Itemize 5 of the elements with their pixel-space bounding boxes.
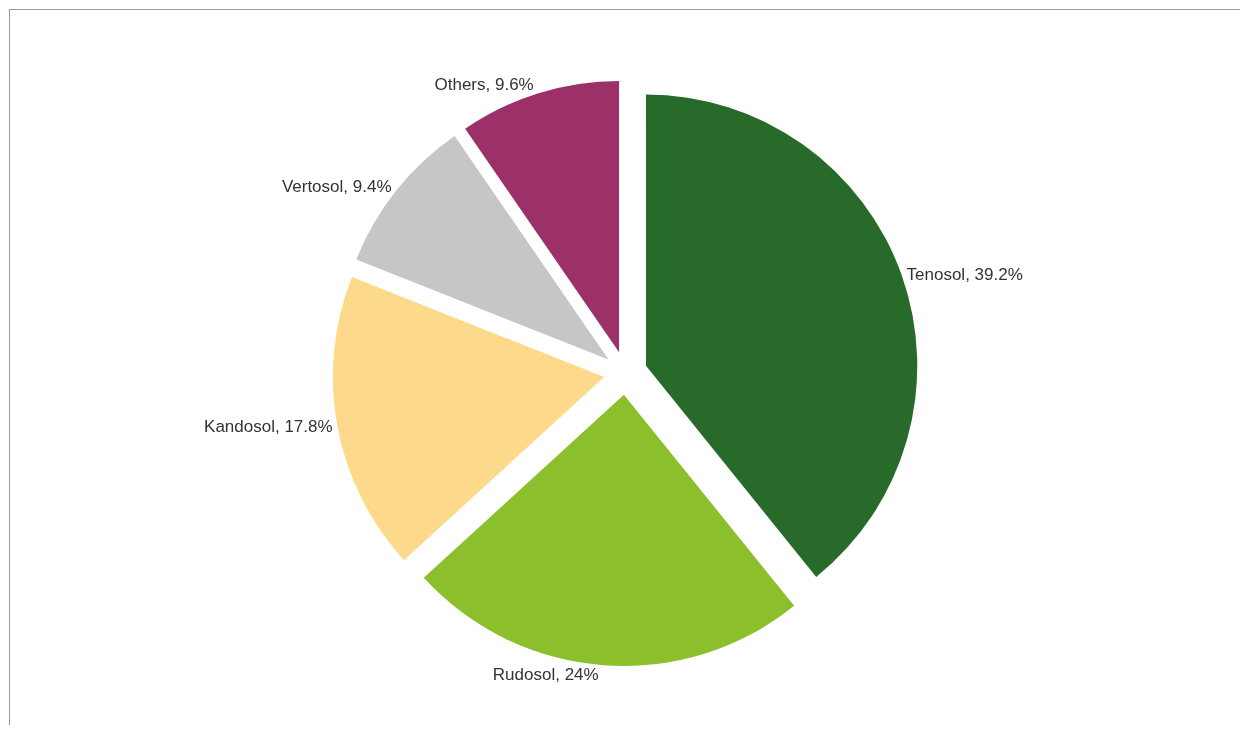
slice-label: Others, 9.6% (434, 75, 534, 95)
slice-label: Kandosol, 17.8% (204, 416, 333, 436)
slice-label: Vertosol, 9.4% (281, 177, 392, 197)
slice-label: Rudosol, 24% (492, 665, 599, 685)
slice-label: Tenosol, 39.2% (906, 264, 1023, 284)
